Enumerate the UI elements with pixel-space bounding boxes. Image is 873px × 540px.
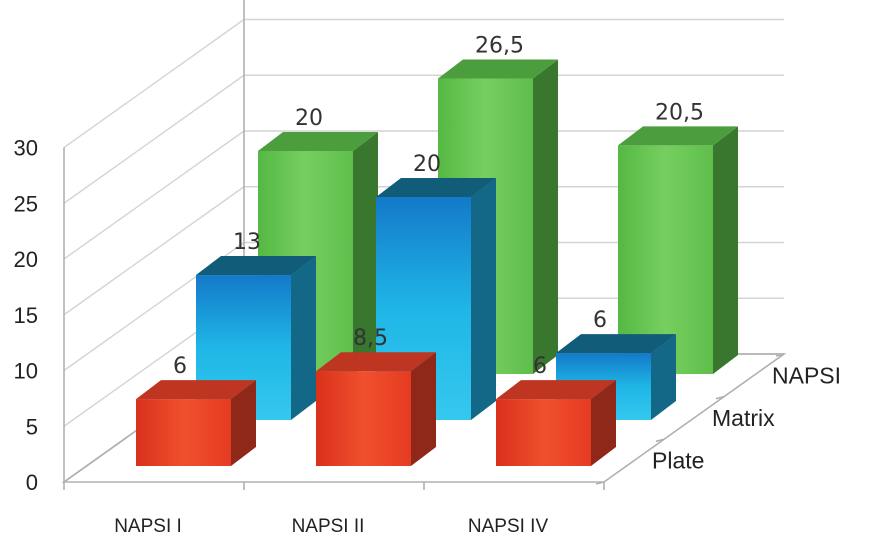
bar-side [533, 59, 558, 375]
bar-side [471, 178, 496, 420]
bars [136, 59, 738, 466]
bar-top [316, 352, 436, 372]
bar-front [496, 399, 591, 466]
y-tick-label: 10 [14, 359, 38, 384]
data-label: 6 [173, 354, 187, 379]
bar-side [231, 380, 256, 466]
data-label: 26,5 [475, 34, 524, 59]
bar-side [651, 334, 676, 420]
series-label: Plate [652, 448, 704, 474]
y-tick-label: 25 [14, 191, 38, 216]
bar-top [258, 132, 378, 151]
series-label: NAPSI [772, 362, 841, 388]
data-label: 20 [295, 106, 323, 131]
bar-top [496, 380, 616, 400]
category-label: NAPSI II [292, 516, 365, 537]
y-tick-label: 5 [26, 414, 38, 439]
data-label: 20,5 [655, 100, 704, 125]
bar [496, 380, 616, 466]
y-tick-label: 0 [26, 470, 38, 495]
bar-front [136, 399, 231, 466]
bar-side [591, 380, 616, 466]
y-tick-label: 30 [14, 136, 38, 161]
bar-top [196, 256, 316, 276]
z-tick [655, 438, 665, 443]
z-tick [715, 395, 725, 400]
bar-top [556, 334, 676, 354]
bar-side [713, 126, 738, 374]
bar-top [618, 126, 738, 146]
category-label: NAPSI I [114, 516, 182, 537]
data-label: 8,5 [353, 326, 388, 351]
z-tick [595, 481, 605, 485]
bar-side [291, 256, 316, 420]
series-label: Matrix [712, 405, 775, 431]
data-label: 13 [233, 230, 261, 255]
category-label: NAPSI IV [468, 516, 549, 537]
bar [136, 380, 256, 466]
bar-top [136, 380, 256, 400]
data-label: 6 [533, 354, 547, 379]
bar-front [316, 371, 411, 466]
data-label: 6 [593, 308, 607, 333]
bar [316, 352, 436, 466]
y-tick-label: 20 [14, 247, 38, 272]
y-tick-label: 15 [14, 303, 38, 328]
bar-top [438, 59, 558, 79]
bar-side [353, 132, 378, 374]
z-tick [775, 353, 785, 357]
data-label: 20 [413, 152, 441, 177]
labels: 0 5 10 15 20 25 30 NAPSI I NAPSI II NAPSI IV Plate… [14, 34, 842, 537]
bar-top [376, 178, 496, 197]
bar-side [411, 352, 436, 466]
